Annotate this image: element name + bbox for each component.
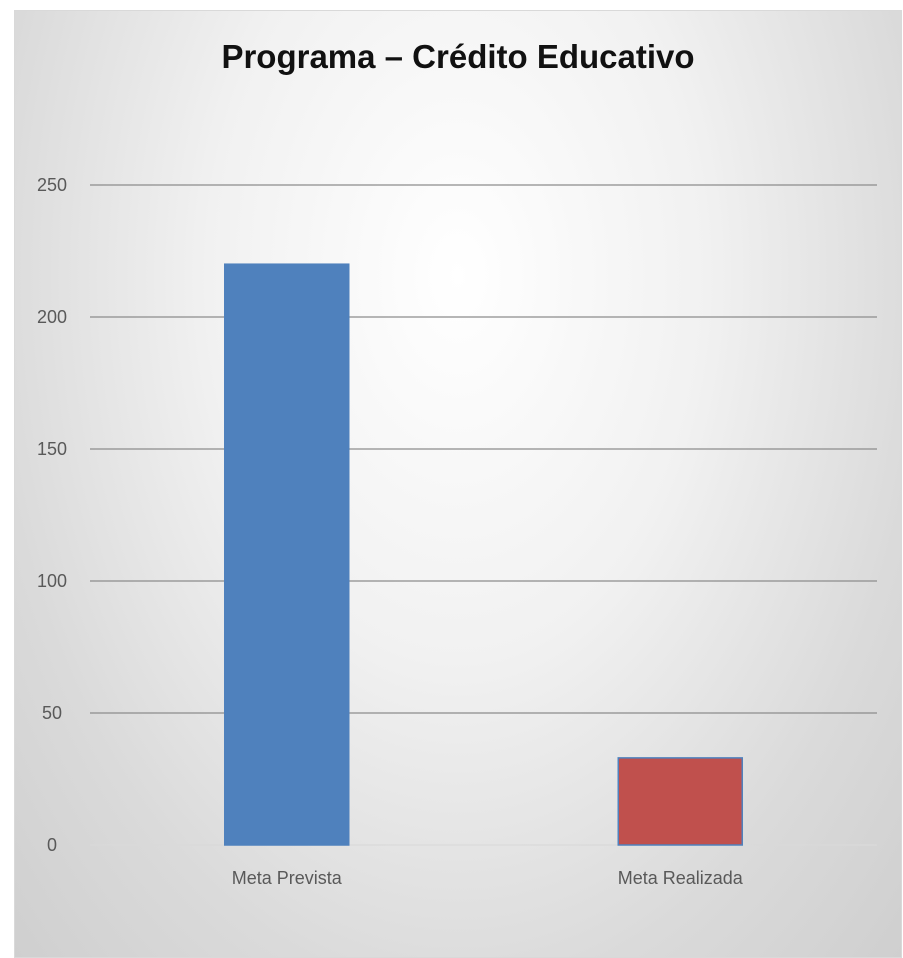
x-category-label: Meta Realizada xyxy=(618,868,744,888)
bar-meta-realizada xyxy=(617,757,743,846)
y-tick-label: 250 xyxy=(37,175,67,195)
x-category-label: Meta Prevista xyxy=(232,868,343,888)
y-tick-label: 0 xyxy=(47,835,57,855)
y-tick-label: 50 xyxy=(42,703,62,723)
chart-title: Programa – Crédito Educativo xyxy=(221,38,695,75)
y-tick-label: 200 xyxy=(37,307,67,327)
chart-area: Programa – Crédito Educativo xyxy=(14,10,902,958)
y-tick-label: 100 xyxy=(37,571,67,591)
y-tick-label: 150 xyxy=(37,439,67,459)
bar-meta-prevista xyxy=(224,263,350,846)
